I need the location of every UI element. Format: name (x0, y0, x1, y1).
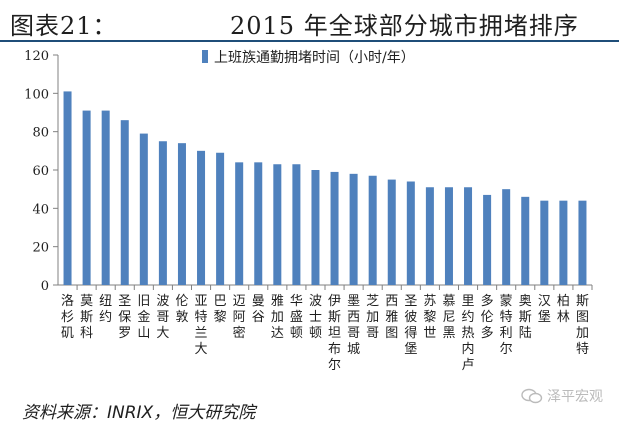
x-tick-label: 汉堡 (538, 294, 551, 325)
x-axis-labels: 洛杉矶莫斯科纽约圣保罗旧金山波哥大伦敦亚特兰大巴黎迈阿密曼谷雅加达华盛顿波士顿伊… (61, 293, 589, 373)
y-tick-label: 40 (32, 202, 49, 217)
x-tick-label: 西雅图 (385, 294, 398, 341)
bar (254, 162, 263, 285)
bar (101, 110, 110, 285)
bar-chart: 0 20 40 60 80 100 120 洛杉矶莫斯科纽约圣保罗旧金山波哥大伦敦亚特兰大巴… (24, 49, 593, 373)
bar (387, 179, 396, 285)
wechat-icon (521, 388, 543, 404)
y-tick-label: 120 (24, 49, 49, 64)
bar (444, 187, 453, 285)
x-tick-label: 芝加哥 (366, 293, 379, 341)
bar (292, 164, 301, 285)
bar (82, 110, 91, 285)
bar (578, 200, 587, 285)
x-tick-label: 多伦多 (481, 293, 494, 341)
x-tick-label: 洛杉矶 (61, 294, 74, 341)
bar (368, 175, 377, 285)
x-tick-label: 雅加达 (271, 294, 284, 341)
x-tick-label: 华盛顿 (290, 294, 303, 341)
bar (559, 200, 568, 285)
x-tick-label: 奥斯陆 (519, 294, 532, 341)
x-tick-label: 迈阿密 (233, 294, 246, 341)
y-tick-label: 60 (32, 164, 49, 179)
x-tick-label: 亚特兰大 (195, 294, 208, 357)
x-tick-label: 伊斯坦布尔 (328, 294, 341, 373)
bar (273, 164, 282, 285)
bar (311, 170, 320, 285)
legend-label: 上班族通勤拥堵时间（小时/年） (214, 50, 415, 66)
x-tick-label: 波士顿 (309, 294, 322, 341)
y-tick-label: 80 (32, 126, 49, 141)
x-tick-label: 圣保罗 (118, 294, 131, 341)
y-axis: 0 20 40 60 80 100 120 (24, 49, 593, 294)
x-tick-label: 里约热内卢 (462, 294, 475, 373)
bar (139, 133, 148, 285)
x-tick-label: 墨西哥城 (347, 294, 360, 357)
x-tick-label: 波哥大 (156, 294, 169, 341)
legend-swatch (202, 50, 208, 63)
watermark-text: 泽平宏观 (547, 389, 603, 405)
bar (120, 120, 129, 286)
figure-label: 图表21： (10, 12, 118, 40)
bar (464, 187, 473, 285)
y-tick-label: 0 (41, 279, 49, 294)
x-tick-label: 巴黎 (214, 294, 227, 325)
x-tick-label: 旧金山 (137, 294, 150, 341)
bar (177, 143, 186, 285)
legend: 上班族通勤拥堵时间（小时/年） (202, 50, 415, 66)
x-tick-label: 斯图加特 (576, 294, 589, 357)
figure-title-bar: 图表21： 2015 年全球部分城市拥堵排序 (0, 0, 619, 42)
bar (330, 171, 339, 285)
x-tick-label: 柏林 (557, 294, 570, 325)
watermark: 泽平宏观 (521, 386, 603, 406)
source-note: 资料来源：INRIX，恒大研究院 (22, 403, 256, 423)
bar-series (63, 91, 587, 286)
bar (158, 141, 167, 285)
bar (406, 181, 415, 285)
bar (502, 189, 511, 285)
x-tick-label: 纽约 (99, 294, 112, 325)
bar (197, 150, 206, 285)
y-tick-label: 100 (24, 87, 49, 102)
x-tick-label: 圣彼得堡 (404, 294, 417, 357)
bar (349, 173, 358, 285)
y-tick-label: 20 (32, 241, 49, 256)
bar (63, 91, 72, 285)
x-tick-label: 慕尼黑 (442, 294, 455, 341)
x-tick-label: 伦敦 (175, 294, 188, 325)
x-tick-label: 曼谷 (252, 294, 265, 325)
x-tick-label: 莫斯科 (80, 294, 93, 341)
bar (521, 196, 530, 285)
x-tick-label: 苏黎世 (423, 293, 436, 341)
bar (216, 152, 225, 285)
x-tick-label: 蒙特利尔 (500, 294, 513, 357)
bar (235, 162, 244, 285)
bar (425, 187, 434, 285)
bar (540, 200, 549, 285)
bar (483, 194, 492, 285)
figure-title: 2015 年全球部分城市拥堵排序 (230, 12, 579, 40)
